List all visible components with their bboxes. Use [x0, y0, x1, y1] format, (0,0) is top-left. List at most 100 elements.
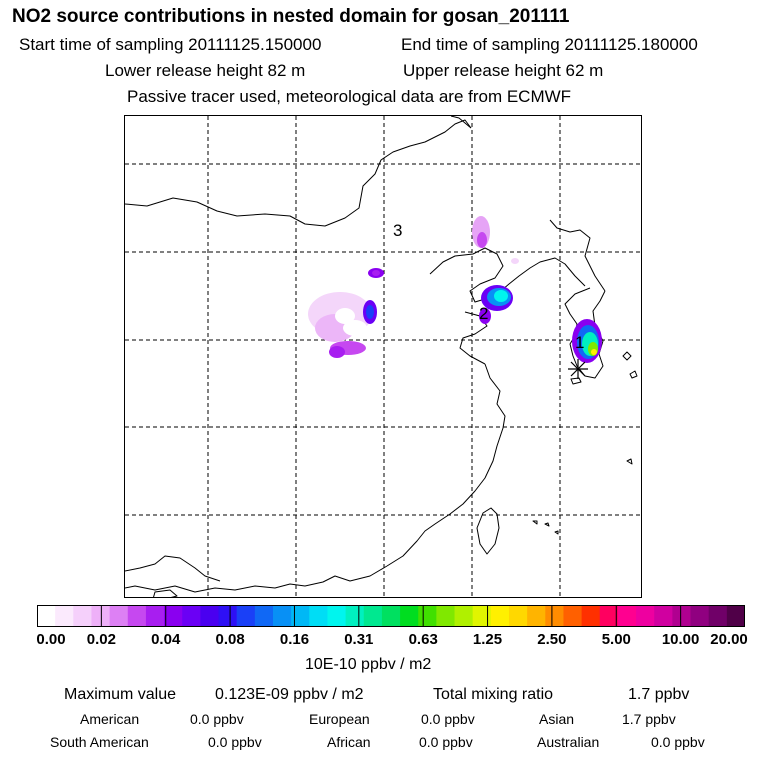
region-american-value: 0.0 ppbv: [190, 711, 244, 727]
colorbar-cell: [726, 605, 745, 627]
japan-islands: [532, 351, 638, 535]
region-south-american-value: 0.0 ppbv: [208, 734, 262, 750]
region-african-value: 0.0 ppbv: [419, 734, 473, 750]
colorbar-tick-label: 0.04: [151, 631, 181, 648]
colorbar-cell: [182, 605, 201, 627]
site-label-2: 2: [479, 304, 488, 323]
plume-north: [472, 216, 519, 264]
colorbar-cell: [145, 605, 165, 627]
colorbar-dividers: [100, 605, 682, 627]
max-value-label: Maximum value: [64, 686, 177, 703]
colorbar-cell: [690, 605, 710, 627]
map-panel: 1 2 3: [124, 115, 642, 598]
colorbar-cell: [509, 605, 528, 627]
amur-border: [549, 219, 606, 292]
plume-korea: [572, 319, 602, 363]
colorbar-cells: [37, 605, 745, 627]
colorbar-cell: [672, 605, 692, 627]
colorbar-cell: [291, 605, 310, 627]
colorbar-cell: [381, 605, 401, 627]
colorbar-cell: [363, 605, 383, 627]
east-china-coast: [386, 363, 506, 567]
colorbar-cell: [327, 605, 347, 627]
colorbar-tick-label: 2.50: [537, 631, 567, 648]
colorbar-cell: [109, 605, 129, 627]
colorbar-cell: [164, 605, 183, 627]
colorbar-tick-label: 0.08: [215, 631, 245, 648]
region-australian-value: 0.0 ppbv: [651, 734, 705, 750]
colorbar-cell: [309, 605, 329, 627]
colorbar-cell: [73, 605, 93, 627]
plume-west: [308, 268, 384, 358]
max-value: 0.123E-09 ppbv / m2: [215, 686, 364, 703]
region-asian-label: Asian: [539, 711, 575, 727]
colorbar-cell: [636, 605, 655, 627]
region-european-label: European: [309, 711, 370, 727]
concentration-plumes: [308, 216, 602, 363]
colorbar-cell: [527, 605, 546, 627]
colorbar-cell: [654, 605, 673, 627]
mongolia-border: [125, 119, 472, 227]
upper-release-height: Upper release height 62 m: [403, 61, 604, 80]
map-canvas: 1 2 3: [125, 116, 641, 597]
colorbar-cell: [127, 605, 147, 627]
colorbar-tick-label: 0.63: [408, 631, 438, 648]
colorbar-tick-label: 20.00: [710, 631, 748, 648]
colorbar-tick-label: 0.02: [86, 631, 116, 648]
colorbar-cell: [599, 605, 619, 627]
map-title: NO2 source contributions in nested domai…: [12, 6, 570, 27]
region-south-american-label: South American: [50, 734, 149, 750]
colorbar-cell: [55, 605, 74, 627]
total-mixing-ratio-label: Total mixing ratio: [433, 686, 554, 703]
colorbar-cell: [345, 605, 365, 627]
colorbar-cell: [563, 605, 583, 627]
receptor-marker: [568, 359, 588, 379]
colorbar-cell: [400, 605, 419, 627]
colorbar-cell: [91, 605, 111, 627]
region-asian-value: 1.7 ppbv: [622, 711, 676, 727]
bohai-coast: [429, 247, 586, 303]
colorbar-tick-label: 0.00: [36, 631, 66, 648]
site-label-3: 3: [393, 221, 402, 240]
colorbar-cell: [472, 605, 492, 627]
plume-bohai: [479, 285, 513, 324]
taiwan: [476, 507, 500, 555]
region-european-value: 0.0 ppbv: [421, 711, 475, 727]
region-australian-label: Australian: [537, 734, 600, 750]
total-mixing-ratio-value: 1.7 ppbv: [628, 686, 690, 703]
lower-release-height: Lower release height 82 m: [105, 61, 306, 80]
colorbar-cell: [708, 605, 728, 627]
colorbar-cell: [545, 605, 565, 627]
graticule: [125, 116, 641, 597]
northeast-border: [450, 116, 472, 129]
colorbar-cell: [617, 605, 637, 627]
site-labels: 1 2 3: [393, 221, 584, 352]
colorbar-tick-label: 1.25: [472, 631, 503, 648]
vietnam-border: [125, 555, 221, 582]
colorbar-cell: [490, 605, 510, 627]
tracer-note: Passive tracer used, meteorological data…: [127, 87, 572, 106]
colorbar-cell: [236, 605, 256, 627]
colorbar-frame: [37, 605, 745, 627]
colorbar-cell: [418, 605, 437, 627]
colorbar-cell: [254, 605, 274, 627]
colorbar-cell: [454, 605, 474, 627]
colorbar-tick-label: 5.00: [601, 631, 631, 648]
colorbar-unit: 10E-10 ppbv / m2: [305, 656, 432, 673]
colorbar-cell: [37, 605, 56, 627]
colorbar-cell: [273, 605, 292, 627]
region-african-label: African: [327, 734, 371, 750]
colorbar-cell: [581, 605, 601, 627]
colorbar-tick-label: 10.00: [661, 631, 700, 648]
south-china-coast: [125, 565, 388, 593]
colorbar-cell: [436, 605, 456, 627]
sampling-start-time: Start time of sampling 20111125.150000: [19, 35, 322, 54]
colorbar-tick-label: 0.31: [344, 631, 374, 648]
region-american-label: American: [80, 711, 140, 727]
site-label-1: 1: [575, 333, 584, 352]
jeju-island: [570, 377, 582, 385]
colorbar-cell: [218, 605, 238, 627]
hainan: [153, 589, 178, 597]
colorbar: [37, 605, 745, 627]
colorbar-tick-label: 0.16: [279, 631, 310, 648]
